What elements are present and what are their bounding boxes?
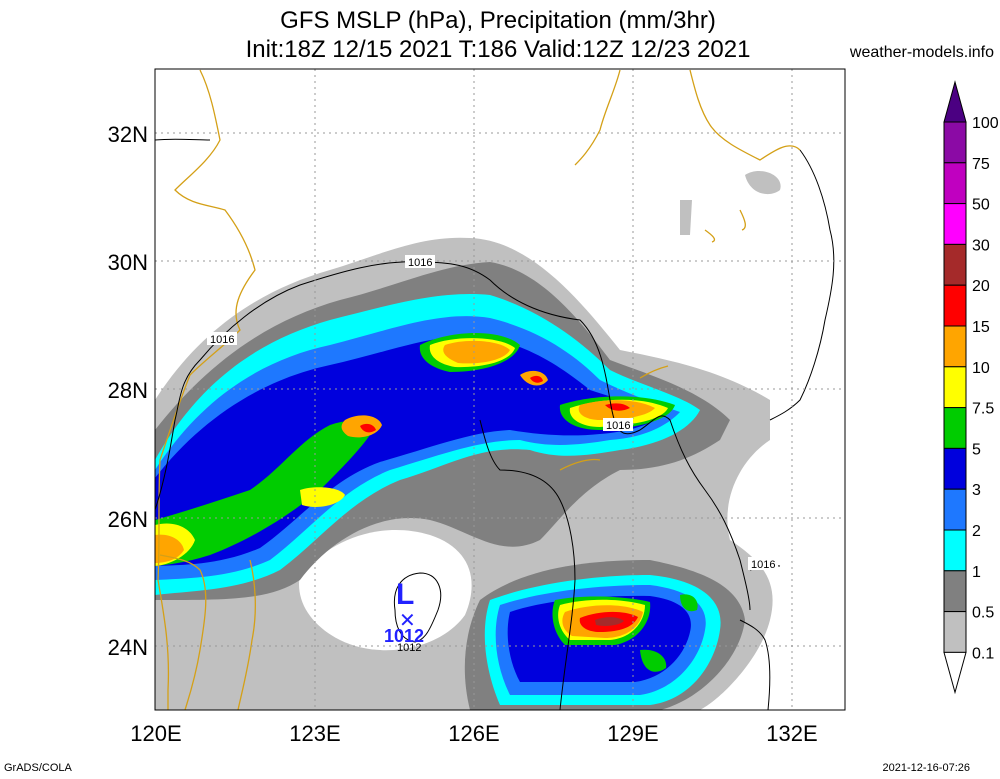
isobar-1016-north — [155, 138, 771, 710]
colorbar-swatch — [943, 284, 967, 327]
colorbar-label: 50 — [972, 197, 990, 214]
map-frame — [154, 68, 846, 711]
chart-subtitle: Init:18Z 12/15 2021 T:186 Valid:12Z 12/2… — [245, 36, 751, 63]
colorbar-swatch — [943, 488, 967, 531]
coastline-korea-japan — [559, 69, 801, 471]
colorbar-swatch — [943, 447, 967, 490]
colorbar-label: 0.1 — [972, 645, 994, 662]
low-center-marker-icon: ✕ — [399, 610, 416, 632]
isobar-label: 1016 — [751, 559, 775, 571]
isobar-labels: 1016 1016 1016 1016 1012 — [207, 255, 778, 654]
colorbar-label: 1 — [972, 564, 981, 581]
lon-label: 120E — [130, 721, 181, 746]
isobar-1012-low — [393, 572, 442, 643]
isobar-label: 1016 — [210, 334, 234, 346]
low-symbol: L — [396, 578, 414, 611]
isobar-1016-main — [155, 261, 751, 611]
precip-orange — [155, 340, 655, 638]
colorbar-cap-bottom — [943, 651, 967, 695]
colorbar-label: 100 — [972, 115, 999, 132]
lat-label: 26N — [108, 507, 148, 532]
colorbar-label: 2 — [972, 523, 981, 540]
chart-title: GFS MSLP (hPa), Precipitation (mm/3hr) — [280, 7, 716, 34]
coastline-islands — [159, 554, 256, 710]
site-credit: weather-models.info — [849, 44, 994, 61]
precip-gray-light-ne — [680, 170, 781, 235]
latitude-labels: 32N 30N 28N 26N 24N — [108, 122, 148, 660]
colorbar-swatch — [943, 366, 967, 409]
longitude-labels: 120E 123E 126E 129E 132E — [130, 721, 817, 746]
precip-field — [155, 69, 835, 710]
low-pressure-center: L ✕ 1012 — [384, 578, 424, 646]
colorbar-label: 5 — [972, 441, 981, 458]
colorbar-swatch — [943, 203, 967, 245]
isobar-label: 1012 — [397, 642, 421, 654]
precip-darkred — [595, 617, 624, 626]
colorbar-cap-top — [943, 80, 967, 123]
low-pressure-value: 1012 — [384, 626, 424, 646]
colorbar-label: 3 — [972, 482, 981, 499]
precip-none-hole — [299, 529, 472, 651]
colorbar: 100 75 50 30 20 15 10 7.5 5 3 2 1 0.5 0.1 — [943, 80, 999, 695]
colorbar-label: 10 — [972, 360, 990, 377]
colorbar-label: 0.5 — [972, 605, 994, 622]
colorbar-swatch — [943, 529, 967, 572]
colorbar-swatch — [943, 325, 967, 368]
coastline-china — [157, 69, 256, 710]
lon-label: 126E — [448, 721, 499, 746]
footer-credit: GrADS/COLA — [4, 762, 72, 774]
lat-label: 24N — [108, 635, 148, 660]
colorbar-swatch — [943, 407, 967, 449]
lat-label: 32N — [108, 122, 148, 147]
colorbar-swatch — [943, 570, 967, 613]
lon-label: 129E — [607, 721, 658, 746]
isobar-1016-west — [479, 419, 576, 710]
isobar-label: 1016 — [408, 257, 432, 269]
lon-label: 123E — [289, 721, 340, 746]
footer-timestamp: 2021-12-16-07:26 — [882, 762, 970, 774]
colorbar-label: 20 — [972, 278, 990, 295]
colorbar-swatch — [943, 162, 967, 205]
lat-label: 28N — [108, 378, 148, 403]
colorbar-swatch — [943, 243, 967, 286]
colorbar-label: 75 — [972, 156, 990, 173]
colorbar-label: 30 — [972, 237, 990, 254]
colorbar-swatch — [943, 611, 967, 653]
lon-label: 132E — [766, 721, 817, 746]
lat-label: 30N — [108, 250, 148, 275]
colorbar-label: 15 — [972, 319, 990, 336]
colorbar-label: 7.5 — [972, 401, 994, 418]
isobar-label: 1016 — [606, 420, 630, 432]
colorbar-swatch — [943, 121, 967, 164]
precip-green — [155, 420, 372, 566]
